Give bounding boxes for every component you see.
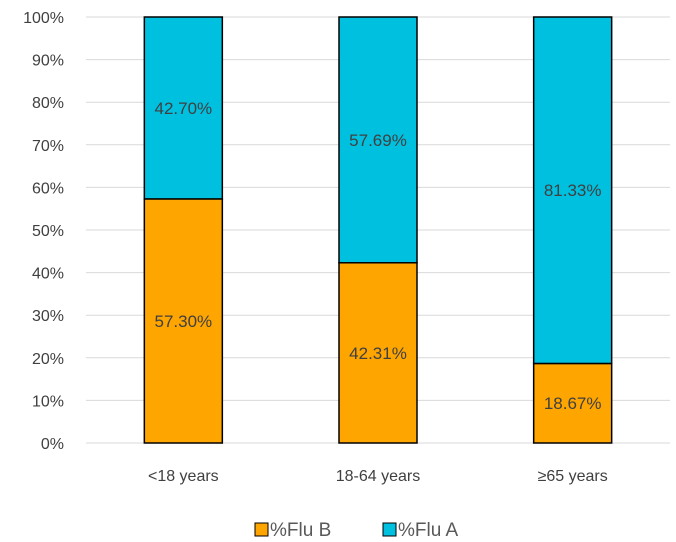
bars <box>143 16 613 444</box>
legend: %Flu B %Flu A <box>254 520 459 541</box>
y-tick-label: 60% <box>32 180 64 197</box>
y-tick-label: 90% <box>32 53 64 70</box>
legend-swatch <box>254 522 269 537</box>
y-axis: 0% 10% 20% 30% 40% 50% 60% 70% 80% 90% 100% <box>23 10 64 453</box>
y-tick-label: 20% <box>32 351 64 368</box>
bar-segment <box>532 16 613 365</box>
bar-segment <box>338 262 418 444</box>
bar-segment <box>143 16 224 200</box>
y-tick-label: 100% <box>23 10 64 27</box>
legend-swatch <box>382 522 397 537</box>
data-labels: 57.30% 42.70% 42.31% 57.69% 18.67% 81.33% <box>154 99 601 413</box>
y-tick-label: 10% <box>32 393 64 410</box>
x-axis: <18 years 18-64 years ≥65 years <box>148 468 608 485</box>
bar-segment <box>143 198 224 444</box>
y-tick-label: 50% <box>32 223 64 240</box>
data-label: 57.30% <box>154 312 212 331</box>
y-tick-label: 0% <box>41 436 64 453</box>
y-tick-label: 40% <box>32 266 64 283</box>
legend-label: %Flu A <box>398 520 459 541</box>
data-label: 42.31% <box>349 344 407 363</box>
data-label: 42.70% <box>154 99 212 118</box>
x-tick-label: 18-64 years <box>336 468 421 485</box>
x-tick-label: <18 years <box>148 468 219 485</box>
data-label: 18.67% <box>544 394 602 413</box>
x-tick-label: ≥65 years <box>538 468 608 485</box>
data-label: 57.69% <box>349 131 407 150</box>
data-label: 81.33% <box>544 181 602 200</box>
y-tick-label: 70% <box>32 138 64 155</box>
y-tick-label: 30% <box>32 308 64 325</box>
bar-segment <box>338 16 418 264</box>
bar-segment <box>532 362 613 444</box>
legend-label: %Flu B <box>270 520 331 541</box>
y-tick-label: 80% <box>32 95 64 112</box>
